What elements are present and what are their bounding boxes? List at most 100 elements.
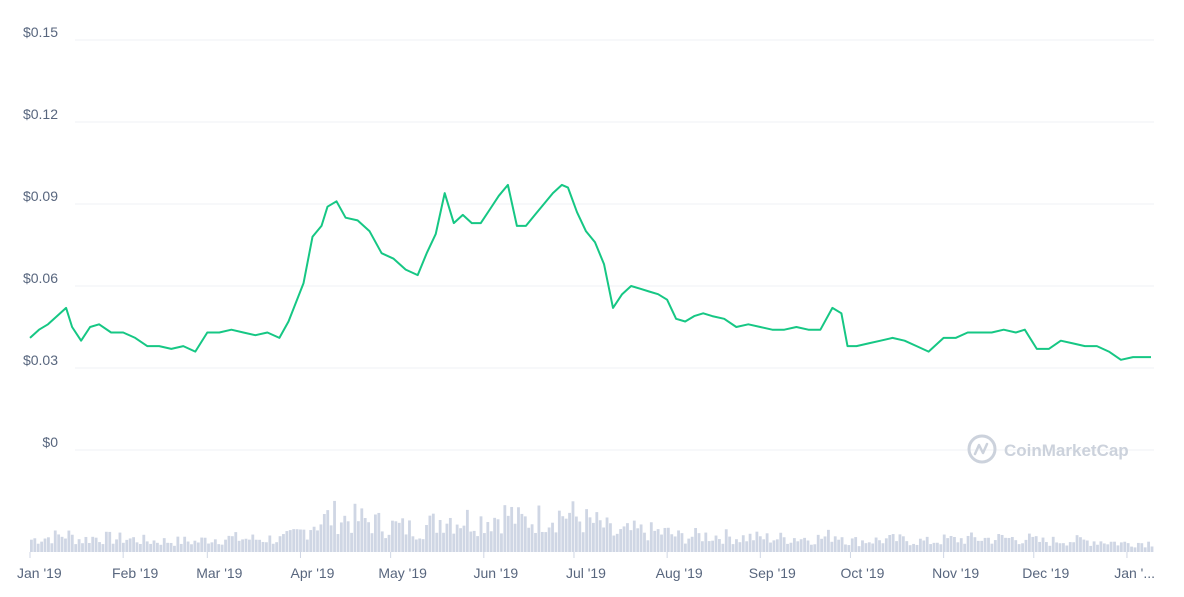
volume-bar: [534, 532, 537, 552]
volume-bar: [445, 523, 449, 552]
y-tick-label: $0.06: [23, 270, 58, 286]
volume-bar: [336, 534, 340, 552]
volume-bar: [183, 536, 187, 552]
volume-bar: [779, 532, 783, 552]
volume-bar: [704, 532, 708, 552]
volume-bar: [397, 522, 401, 552]
volume-bar: [970, 532, 973, 552]
volume-bar: [496, 519, 500, 552]
volume-bar: [888, 534, 892, 552]
volume-bar: [1099, 541, 1103, 552]
volume-bar: [884, 538, 888, 552]
volume-bar: [186, 541, 190, 552]
volume-bar: [374, 514, 377, 552]
volume-bar: [1041, 537, 1045, 552]
volume-bar: [247, 539, 251, 552]
volume-bar: [585, 509, 588, 552]
volume-bar: [1082, 539, 1086, 552]
volume-bar: [489, 531, 493, 552]
volume-bar: [1085, 540, 1089, 552]
volume-bar: [1096, 544, 1099, 552]
volume-bar: [643, 532, 646, 552]
volume-bar: [401, 518, 405, 552]
volume-bar: [571, 501, 575, 552]
volume-bar: [1140, 543, 1144, 552]
volume-bar: [207, 543, 210, 552]
volume-bar: [966, 535, 970, 552]
volume-bar: [864, 543, 868, 552]
x-tick-label: Jul '19: [566, 565, 606, 581]
volume-bar: [622, 526, 626, 552]
volume-bar: [101, 544, 105, 552]
x-axis-ticks: Jan '19 Feb '19 Mar '19 Apr '19 May '19 Jun '…: [17, 552, 1155, 581]
volume-bar: [953, 536, 956, 552]
volume-bar: [244, 538, 248, 552]
volume-bar: [1068, 542, 1072, 552]
volume-bar: [857, 546, 861, 552]
volume-bar: [459, 528, 462, 552]
y-tick-label: $0.12: [23, 106, 58, 122]
volume-bar: [554, 532, 558, 552]
volume-bar: [322, 514, 326, 552]
volume-bar: [803, 537, 806, 552]
volume-bar: [789, 542, 793, 552]
volume-bar: [980, 540, 984, 552]
volume-bar: [356, 521, 360, 552]
volume-bar: [1027, 533, 1031, 552]
volume-bar: [224, 539, 227, 552]
volume-bar: [60, 536, 64, 552]
volume-bar: [646, 540, 650, 552]
volume-bar: [840, 537, 844, 552]
x-tick-label: May '19: [378, 565, 427, 581]
volume-bar: [200, 537, 204, 552]
volume-bar: [932, 542, 936, 552]
volume-bar: [721, 543, 725, 552]
volume-bar: [663, 527, 667, 552]
volume-bar: [1072, 542, 1076, 552]
volume-bar: [309, 530, 313, 552]
volume-bar: [506, 515, 510, 552]
volume-bar: [377, 512, 381, 552]
volume-bar: [135, 542, 139, 552]
volume-bar: [210, 542, 214, 552]
volume-bar: [796, 541, 800, 552]
volume-bar: [363, 518, 367, 552]
volume-bar: [339, 522, 343, 552]
x-tick-label: Nov '19: [932, 565, 979, 581]
volume-bar: [36, 543, 40, 552]
volume-bar: [483, 533, 486, 552]
volume-bar: [305, 539, 309, 552]
volume-bar: [268, 535, 272, 552]
volume-bar: [74, 544, 78, 552]
volume-bar: [1038, 541, 1041, 552]
volume-bar: [203, 537, 207, 552]
volume-bar: [782, 537, 786, 552]
volume-bar: [987, 537, 990, 552]
volume-bar: [670, 534, 674, 552]
volume-bar: [1058, 543, 1062, 552]
volume-bar: [925, 536, 929, 552]
volume-bar: [959, 538, 963, 552]
volume-bar: [1109, 541, 1113, 552]
volume-bar: [813, 544, 817, 552]
volume-bar: [1010, 536, 1014, 552]
volume-bar: [326, 510, 330, 552]
volume-bar: [629, 530, 633, 552]
volume-bar: [1119, 542, 1123, 552]
volume-bar: [1092, 541, 1096, 552]
volume-bar: [680, 533, 684, 552]
volume-bar: [121, 542, 125, 552]
volume-bar: [455, 524, 459, 552]
volume-bar: [632, 520, 636, 552]
volume-bar: [844, 544, 847, 552]
x-tick-label: Mar '19: [196, 565, 242, 581]
volume-bar: [1075, 535, 1079, 552]
volume-bar: [237, 540, 241, 552]
x-tick-label: Sep '19: [749, 565, 796, 581]
volume-bar: [936, 542, 939, 552]
volume-bar: [295, 529, 299, 552]
volume-bar: [649, 522, 653, 552]
volume-bar: [895, 541, 898, 552]
volume-bar: [166, 542, 170, 552]
volume-bar: [118, 532, 122, 552]
